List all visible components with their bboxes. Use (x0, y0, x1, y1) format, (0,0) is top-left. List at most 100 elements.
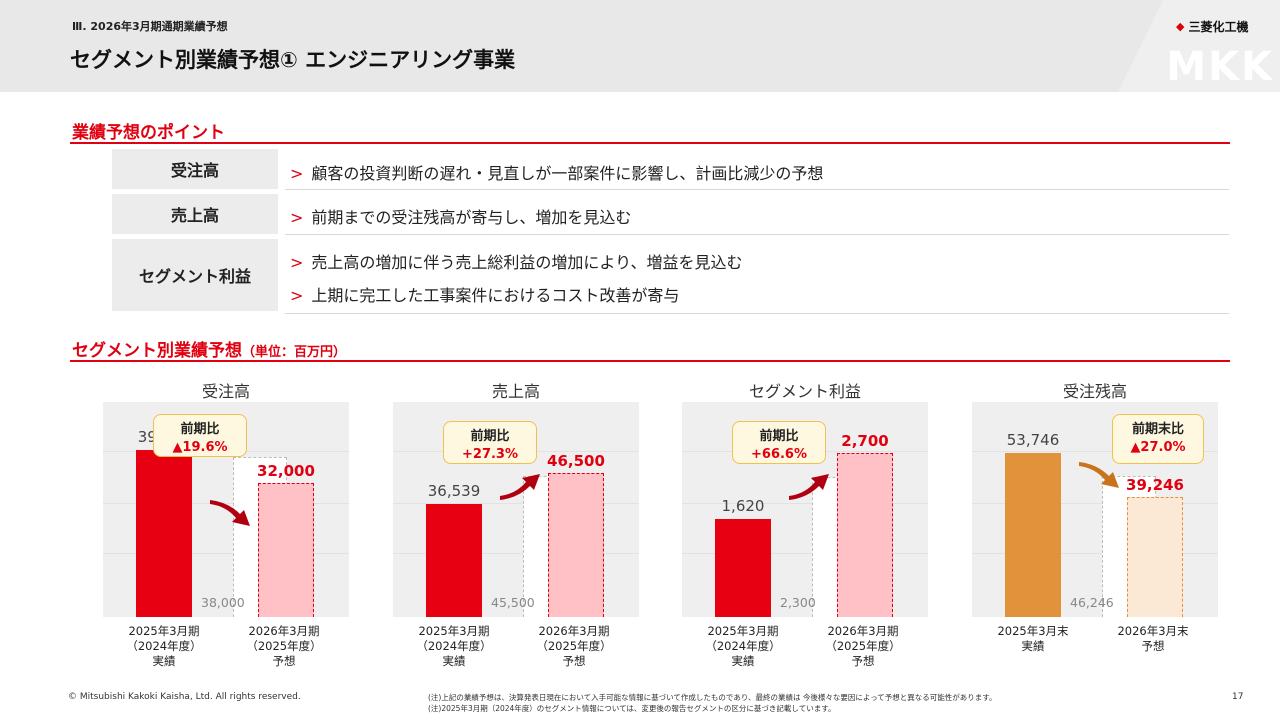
separator (285, 234, 1229, 235)
x-label-line: 実績 (442, 654, 466, 668)
x-axis-label: 2025年3月期 （2024年度） 実績 (404, 624, 504, 669)
x-axis-label: 2026年3月期 （2025年度） 予想 (524, 624, 624, 669)
x-label-line: 予想 (272, 654, 296, 668)
point-text-profit-1: > 売上高の増加に伴う売上総利益の増加により、増益を見込む (290, 249, 742, 273)
point-item: 前期までの受注残高が寄与し、増加を見込む (311, 208, 632, 227)
bar-forecast (548, 472, 604, 617)
change-bubble: 前期比 +66.6% (732, 421, 826, 464)
point-item: 売上高の増加に伴う売上総利益の増加により、増益を見込む (311, 253, 743, 272)
x-label-line: 2026年3月期 (827, 624, 899, 638)
x-label-line: 予想 (562, 654, 586, 668)
points-title: 業績予想のポイント (72, 123, 225, 143)
bar-prior (1005, 453, 1061, 617)
x-axis-label: 2025年3月末 実績 (983, 624, 1083, 654)
three-diamonds-icon: ◆ (1176, 20, 1185, 33)
x-label-line: （2025年度） (246, 639, 322, 653)
x-axis-label: 2025年3月期 （2024年度） 実績 (114, 624, 214, 669)
unit-label: （単位：百万円） (242, 345, 347, 360)
gridline (103, 503, 349, 505)
x-label-line: 2026年3月期 (538, 624, 610, 638)
point-item: 上期に完工した工事案件におけるコスト改善が寄与 (311, 286, 680, 305)
change-title: 前期比 (759, 429, 799, 444)
value-label-forecast: 32,000 (257, 461, 315, 480)
gridline (393, 552, 639, 554)
bar-prior (715, 518, 771, 617)
forecast-title: セグメント別業績予想（単位：百万円） (72, 336, 346, 361)
gridline (972, 552, 1218, 554)
value-label-forecast: 39,246 (1126, 476, 1184, 495)
x-label-line: 2026年3月期 (248, 624, 320, 638)
company-logo: ◆ 三菱化工機 (1176, 18, 1248, 35)
copyright: © Mitsubishi Kakoki Kaisha, Ltd. All rig… (68, 692, 301, 702)
point-item: 顧客の投資判断の遅れ・見直しが一部案件に影響し、計画比減少の予想 (311, 164, 824, 183)
marker-icon: > (290, 253, 304, 272)
change-bubble: 前期末比 ▲27.0% (1112, 414, 1204, 464)
marker-icon: > (290, 286, 304, 305)
x-axis-label: 2026年3月末 予想 (1103, 624, 1203, 654)
points-rule (70, 142, 1230, 144)
value-label-prior: 53,746 (1006, 431, 1060, 450)
x-label-line: 実績 (731, 654, 755, 668)
section-label: Ⅲ. 2026年3月期通期業績予想 (72, 20, 228, 33)
value-label-plan: 2,300 (780, 595, 816, 610)
change-value: +27.3% (462, 447, 518, 462)
x-label-line: 2026年3月末 (1117, 624, 1189, 638)
point-text-sales: > 前期までの受注残高が寄与し、増加を見込む (290, 204, 631, 228)
gridline (103, 552, 349, 554)
marker-icon: > (290, 164, 304, 183)
logo-text: 三菱化工機 (1188, 20, 1249, 34)
value-label-prior: 1,620 (721, 496, 765, 515)
gridline (682, 503, 928, 505)
x-label-line: 実績 (1021, 639, 1045, 653)
change-value: ▲27.0% (1130, 440, 1186, 455)
point-label-sales: 売上高 (112, 194, 278, 234)
bar-forecast (1127, 497, 1183, 617)
change-bubble: 前期比 +27.3% (443, 421, 537, 464)
chart-title: セグメント利益 (748, 382, 861, 401)
header-band: MKK Ⅲ. 2026年3月期通期業績予想 セグメント別業績予想① エンジニアリ… (0, 0, 1280, 92)
gridline (972, 451, 1218, 453)
page-title: セグメント別業績予想① エンジニアリング事業 (70, 48, 516, 72)
x-label-line: 2025年3月末 (997, 624, 1069, 638)
arrow-icon (1077, 462, 1121, 492)
footer-note-2: (注)2025年3月期（2024年度）のセグメント情報については、変更後の報告セ… (428, 704, 836, 713)
point-label-profit: セグメント利益 (112, 239, 278, 311)
gridline (682, 552, 928, 554)
watermark-text: MKK (1166, 44, 1274, 90)
x-label-line: 予想 (851, 654, 875, 668)
gridline (972, 503, 1218, 505)
value-label-plan: 45,500 (491, 595, 535, 610)
forecast-rule (70, 360, 1230, 362)
chart-title: 受注残高 (1062, 382, 1127, 401)
value-label-prior: 36,539 (427, 481, 481, 500)
x-label-line: 実績 (152, 654, 176, 668)
x-label-line: 2025年3月期 (418, 624, 490, 638)
value-label-forecast: 46,500 (547, 451, 605, 470)
value-label-forecast: 2,700 (841, 432, 889, 451)
bar-prior (426, 503, 482, 617)
change-value: ▲19.6% (172, 440, 228, 455)
x-label-line: （2025年度） (825, 639, 901, 653)
change-bubble: 前期比 ▲19.6% (153, 414, 247, 457)
arrow-icon (208, 500, 252, 530)
arrow-icon (498, 470, 542, 500)
chart-title: 売上高 (491, 382, 540, 401)
change-value: +66.6% (751, 447, 807, 462)
x-axis-label: 2026年3月期 （2025年度） 予想 (234, 624, 334, 669)
value-label-plan: 38,000 (201, 595, 245, 610)
point-text-profit-2: > 上期に完工した工事案件におけるコスト改善が寄与 (290, 282, 679, 306)
footer-note-1: (注)上記の業績予想は、決算発表日現在において入手可能な情報に基づいて作成したも… (428, 693, 997, 702)
gridline (393, 503, 639, 505)
change-title: 前期比 (180, 422, 220, 437)
separator (285, 189, 1229, 190)
change-title: 前期末比 (1131, 422, 1184, 437)
x-axis-label: 2025年3月期 （2024年度） 実績 (693, 624, 793, 669)
change-title: 前期比 (470, 429, 510, 444)
x-label-line: （2025年度） (536, 639, 612, 653)
forecast-title-text: セグメント別業績予想 (72, 341, 242, 361)
marker-icon: > (290, 208, 304, 227)
x-label-line: 2025年3月期 (128, 624, 200, 638)
mkk-watermark: MKK (1118, 0, 1280, 92)
value-label-plan: 46,246 (1070, 595, 1114, 610)
separator (285, 313, 1229, 314)
